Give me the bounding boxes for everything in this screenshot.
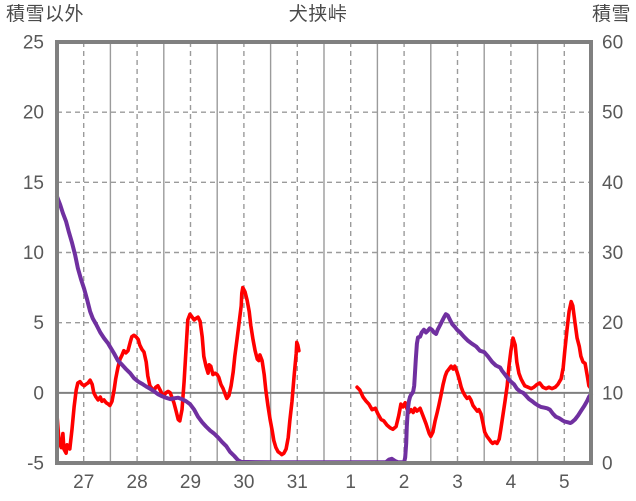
series-line-red-segment-2	[355, 299, 593, 446]
right-axis-tick-label: 50	[602, 103, 623, 124]
x-axis-tick-label: 1	[345, 472, 356, 493]
right-axis-tick-label: 10	[602, 383, 623, 404]
right-axis-tick-label: 20	[602, 313, 623, 334]
right-axis-tick-label: 0	[602, 454, 613, 475]
x-axis-tick-label: 5	[559, 472, 570, 493]
plot-border	[55, 40, 593, 465]
left-axis-tick-label: -5	[27, 454, 44, 475]
x-axis-tick-label: 30	[233, 472, 254, 493]
left-axis-title: 積雪以外	[6, 4, 85, 25]
left-axis-tick-label: 20	[23, 103, 44, 124]
x-axis-tick-label: 2	[399, 472, 410, 493]
x-axis-tick-label: 31	[287, 472, 308, 493]
x-axis-tick-label: 27	[73, 472, 94, 493]
x-axis-tick-label: 28	[127, 472, 148, 493]
x-axis-tick-label: 29	[180, 472, 201, 493]
left-axis-tick-label: 15	[23, 173, 44, 194]
left-axis-tick-label: 5	[33, 313, 44, 334]
right-axis-tick-label: 30	[602, 243, 623, 264]
right-axis-title: 積雪	[591, 4, 631, 25]
series-line-purple-segment-1	[55, 194, 593, 465]
left-axis-tick-label: 25	[23, 33, 44, 54]
left-axis-tick-label: 10	[23, 243, 44, 264]
series-line-red-segment-1	[55, 285, 301, 457]
x-axis-tick-label: 3	[452, 472, 463, 493]
x-axis-tick-label: 4	[506, 472, 517, 493]
chart-title: 犬挟峠	[288, 4, 348, 25]
right-axis-tick-label: 60	[602, 33, 623, 54]
left-axis-tick-label: 0	[33, 383, 44, 404]
right-axis-tick-label: 40	[602, 173, 623, 194]
